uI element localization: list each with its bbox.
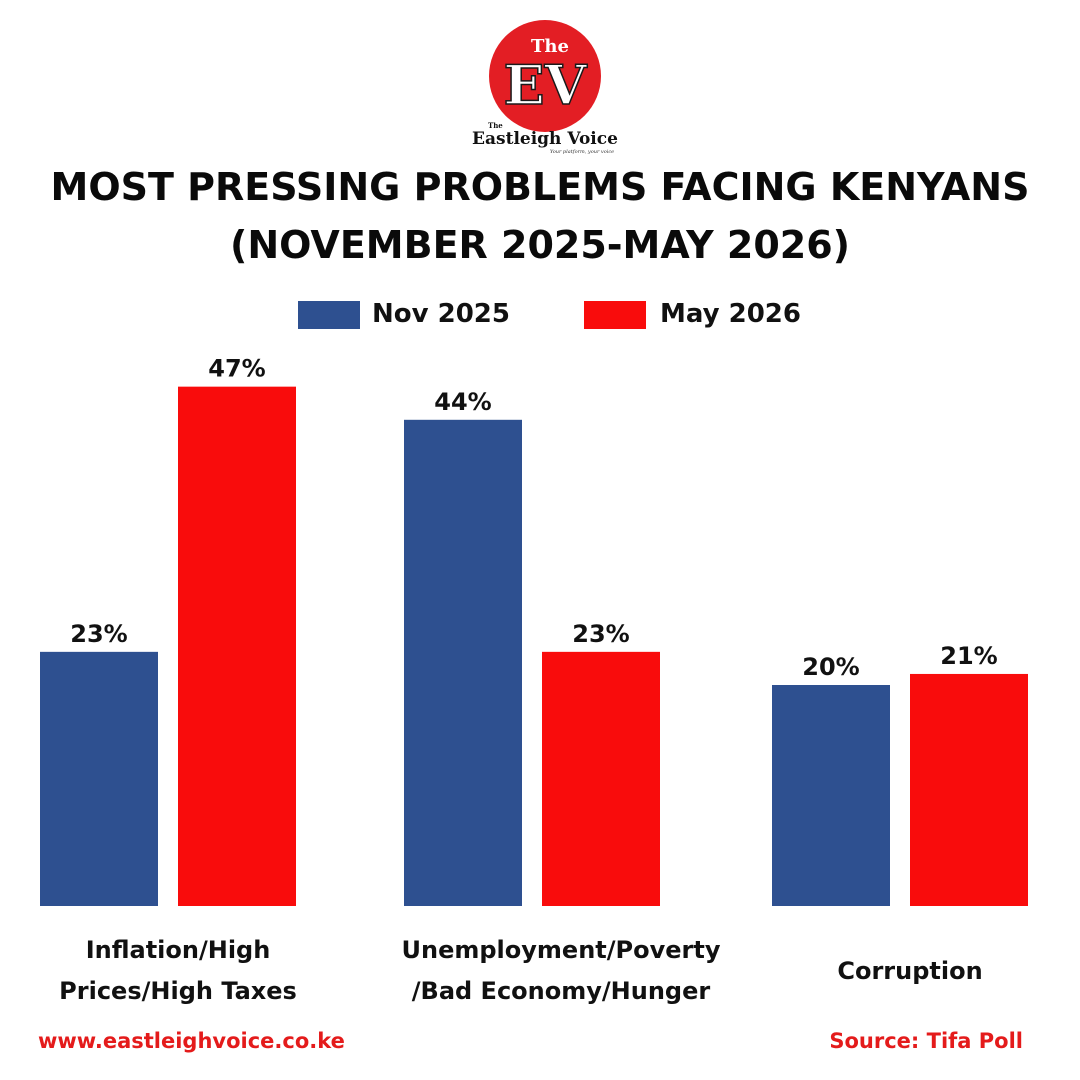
category-label-inflation-line2: Prices/High Taxes — [59, 977, 297, 1005]
legend-swatch-nov-2025 — [298, 301, 360, 329]
category-label-inflation-line1: Inflation/High — [85, 936, 271, 964]
bar-unemployment-nov-2025 — [404, 419, 522, 906]
logo-monogram: EV — [503, 53, 587, 117]
bar-inflation-nov-2025 — [40, 651, 158, 906]
data-label-unemployment-may-2026: 23% — [572, 620, 629, 648]
legend-label-may-2026: May 2026 — [660, 299, 801, 329]
legend-swatch-may-2026 — [584, 301, 646, 329]
bar-inflation-may-2026 — [178, 386, 296, 906]
data-label-corruption-may-2026: 21% — [940, 642, 997, 670]
chart-title-line1: MOST PRESSING PROBLEMS FACING KENYANS — [50, 165, 1030, 209]
logo-tagline: Your platform, your voice — [550, 149, 614, 155]
category-label-corruption-line1: Corruption — [837, 957, 983, 985]
logo-the: The — [531, 36, 569, 57]
bar-corruption-may-2026 — [910, 673, 1028, 906]
data-label-corruption-nov-2025: 20% — [802, 653, 859, 681]
bar-unemployment-may-2026 — [542, 651, 660, 906]
category-label-unemployment-line1: Unemployment/Poverty — [401, 936, 721, 964]
bar-chart: 23% 44% 20% 47% 23% 21% — [40, 355, 1028, 906]
logo-brand: Eastleigh Voice — [472, 129, 618, 149]
legend-label-nov-2025: Nov 2025 — [372, 299, 510, 329]
eastleigh-voice-logo: The EV The Eastleigh Voice Your platform… — [472, 20, 618, 155]
data-label-unemployment-nov-2025: 44% — [434, 388, 491, 416]
chart-title-line2: (NOVEMBER 2025-MAY 2026) — [229, 223, 851, 267]
category-label-unemployment-line2: /Bad Economy/Hunger — [411, 977, 711, 1005]
source-note: Source: Tifa Poll — [829, 1029, 1023, 1053]
data-label-inflation-may-2026: 47% — [208, 355, 265, 383]
data-label-inflation-nov-2025: 23% — [70, 620, 127, 648]
bar-corruption-nov-2025 — [772, 685, 890, 906]
website-url[interactable]: www.eastleighvoice.co.ke — [38, 1029, 345, 1053]
logo-brand-the: The — [488, 121, 503, 130]
